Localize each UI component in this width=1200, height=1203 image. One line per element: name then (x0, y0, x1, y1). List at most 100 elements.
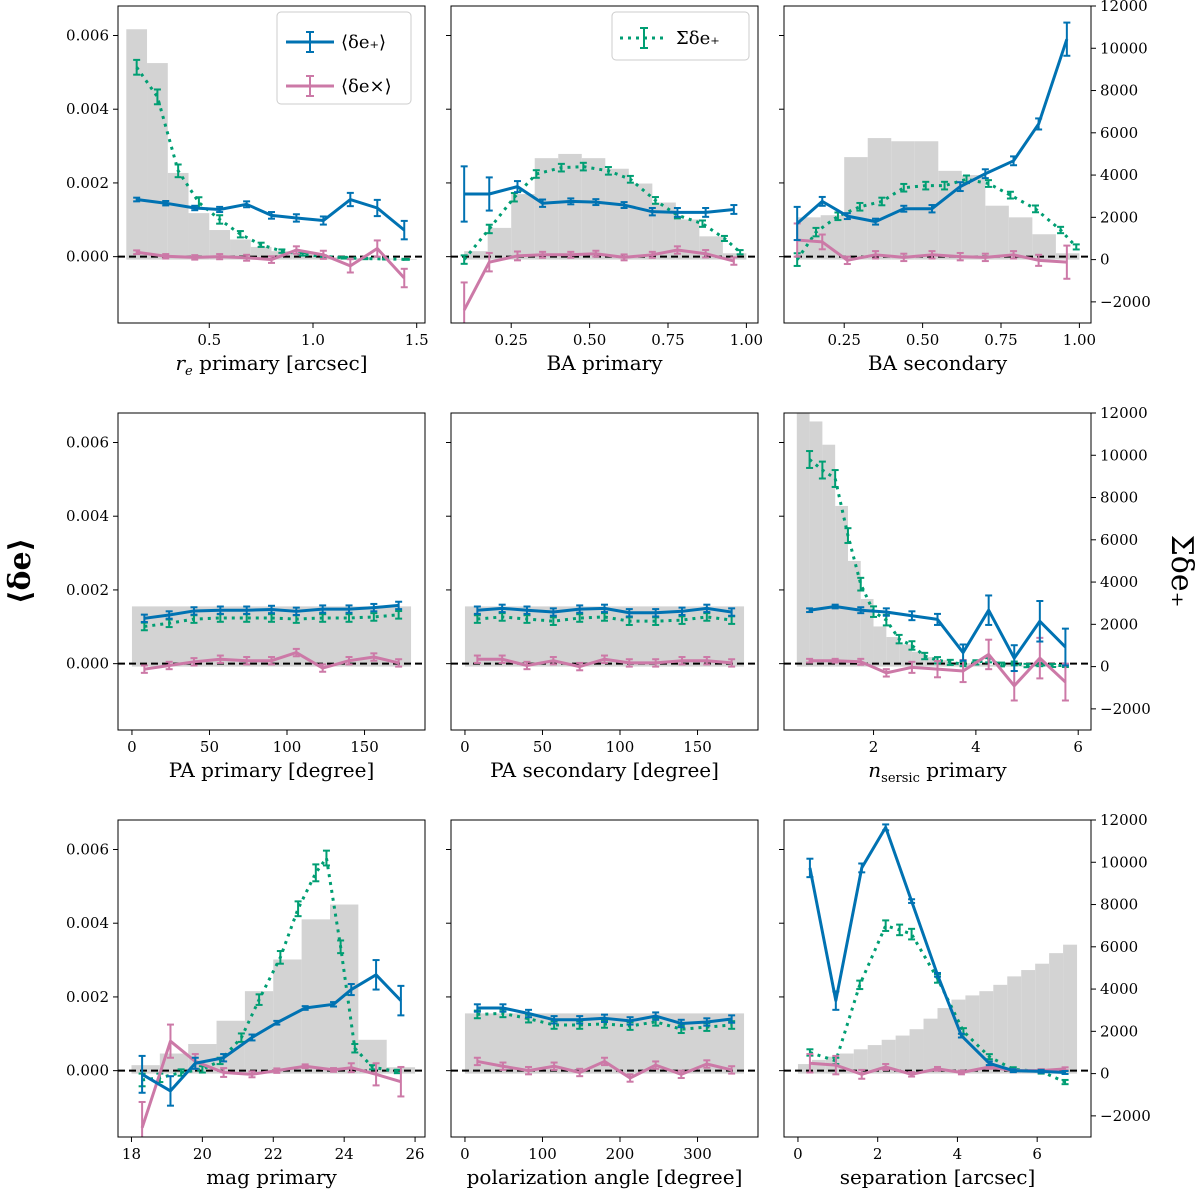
mean-plus-errorbar (243, 605, 251, 615)
y2-tick-label: 10000 (1100, 446, 1148, 464)
panel-9: 0 2 4 6 separation [arcsec] −2000 0 2000 4000 600… (779, 811, 1151, 1189)
mean-plus-errorbar (162, 199, 170, 207)
hist-bar (975, 664, 989, 667)
mean-cross-errorbar (818, 233, 826, 251)
hist-bar (923, 1018, 938, 1074)
legend-mean-cross: ⟨δe×⟩ (286, 75, 392, 97)
sum-plus-errorbar (395, 610, 403, 620)
hist-bar (147, 63, 168, 260)
hist-bar (1039, 665, 1053, 667)
sum-plus-errorbar (498, 612, 506, 622)
sum-plus-errorbar (908, 640, 916, 651)
hist-bar (605, 168, 629, 260)
mean-plus-errorbar (908, 610, 916, 622)
axes-frame (117, 819, 426, 1138)
sum-plus-errorbar (922, 180, 930, 191)
mean-plus-errorbar (165, 610, 173, 620)
mean-plus-errorbar (882, 607, 890, 617)
x-tick-label: 6 (1032, 1145, 1042, 1163)
mean-plus-errorbar (1009, 1068, 1017, 1074)
mean-plus-errorbar (677, 1018, 685, 1029)
sum-plus-line (795, 177, 1078, 261)
mean-plus-errorbar (702, 206, 710, 218)
sum-plus-errorbar (370, 612, 378, 622)
mean-plus-errorbar (319, 604, 327, 614)
mean-plus-errorbar (703, 1017, 711, 1027)
mean-cross-errorbar (652, 1060, 660, 1070)
mean-plus-errorbar (191, 204, 199, 212)
mean-plus-series (460, 165, 738, 223)
x-tick-label: 50 (200, 738, 219, 756)
mean-cross-errorbar (730, 256, 738, 266)
mean-plus-errorbar (473, 1003, 481, 1013)
hist-bar (965, 995, 980, 1074)
sum-plus-errorbar (312, 863, 320, 883)
mean-cross-errorbar (330, 1067, 338, 1073)
hist-bar (867, 1045, 882, 1074)
mean-cross-errorbar (908, 1071, 916, 1078)
mean-cross-errorbar (513, 250, 521, 262)
mean-cross-errorbar (985, 638, 993, 671)
x-axis-label: PA secondary [degree] (490, 758, 719, 782)
sum-plus-errorbar (153, 88, 161, 106)
mean-plus-errorbar (957, 1032, 965, 1039)
sum-plus-errorbar (485, 223, 493, 235)
svg-text:⟨δe₊⟩: ⟨δe₊⟩ (341, 32, 386, 53)
mean-plus-errorbar (395, 600, 403, 611)
mean-plus-errorbar (1035, 117, 1043, 131)
mean-cross-errorbar (268, 656, 275, 666)
mean-plus-errorbar (523, 605, 531, 615)
x-tick-label: 2 (869, 738, 879, 756)
y-tick-label: 0.004 (66, 914, 109, 932)
x-axis-label: nsersic primary (868, 758, 1007, 786)
mean-cross-errorbar (673, 245, 681, 255)
y2-tick-label: 4000 (1100, 166, 1138, 184)
hist-bar (797, 1064, 812, 1074)
hist-bar (909, 1029, 924, 1074)
mean-cross-errorbar (601, 654, 608, 664)
y-tick-label: 0.000 (66, 655, 109, 673)
mean-plus-errorbar (576, 1015, 584, 1025)
y-tick-label: 0.006 (66, 840, 109, 858)
axes-frame (117, 5, 426, 324)
hist-bar (937, 1008, 952, 1074)
sum-plus-errorbar (340, 255, 348, 260)
mean-cross-errorbar (567, 250, 575, 259)
mean-cross-errorbar (703, 1059, 711, 1069)
sum-plus-errorbar (601, 612, 608, 622)
mean-cross-series (473, 1056, 736, 1083)
left-y-axis-label: ⟨δe⟩ (3, 538, 38, 605)
mean-plus-errorbar (818, 195, 826, 207)
hist-bar (558, 153, 582, 260)
mean-plus-series (806, 594, 1069, 673)
hist-bar (867, 138, 892, 260)
mean-cross-errorbar (485, 251, 493, 273)
svg-text:⟨δe×⟩: ⟨δe×⟩ (341, 76, 392, 97)
mean-cross-errorbar (1010, 250, 1018, 260)
mean-plus-series (138, 959, 405, 1107)
mean-cross-errorbar (319, 663, 327, 673)
y2-tick-label: −2000 (1100, 1107, 1151, 1125)
hist-bar (1014, 665, 1028, 667)
panel-5: 0 50 100 150 PA secondary [degree] (446, 412, 759, 782)
hist-bar (511, 194, 535, 260)
mean-cross-errorbar (832, 1054, 840, 1076)
sum-plus-errorbar (921, 651, 929, 661)
sum-plus-errorbar (268, 613, 275, 623)
mean-cross-errorbar (678, 656, 686, 666)
sum-plus-line (477, 615, 732, 623)
hist-bar (301, 919, 330, 1074)
hist-bar (985, 205, 1009, 260)
sum-plus-errorbar (900, 182, 908, 193)
sum-plus-errorbar (818, 460, 826, 480)
mean-plus-errorbar (345, 604, 353, 614)
mean-cross-errorbar (1010, 670, 1018, 702)
hist-bar (822, 444, 836, 667)
sum-plus-errorbar (345, 613, 353, 623)
mean-plus-errorbar (648, 206, 656, 217)
mean-cross-errorbar (956, 251, 964, 262)
sum-plus-errorbar (878, 196, 886, 207)
mean-plus-errorbar (620, 201, 628, 209)
mean-cross-series (133, 239, 408, 289)
mean-plus-errorbar (485, 176, 493, 212)
